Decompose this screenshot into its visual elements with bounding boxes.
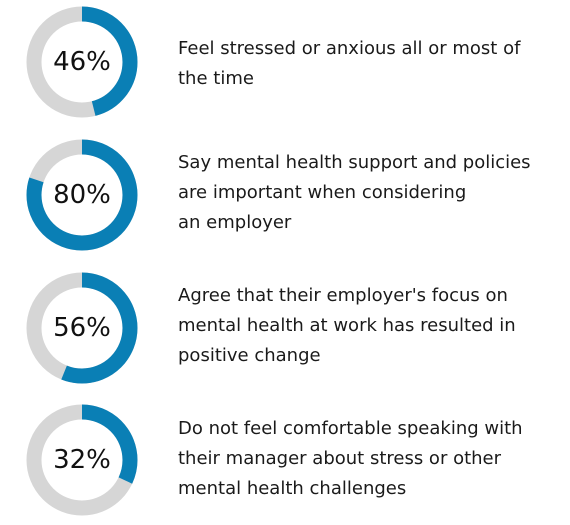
percent-label: 32%: [53, 445, 111, 475]
description-line: Agree that their employer's focus on: [178, 285, 508, 306]
donut-value-arc: [26, 404, 138, 516]
stat-description: Feel stressed or anxious all or most of …: [178, 34, 548, 94]
donut-chart: 56%: [24, 270, 140, 386]
donut-chart: 32%: [24, 402, 140, 518]
description-line: their manager about stress or other: [178, 448, 502, 469]
donut-chart: 80%: [24, 137, 140, 253]
description-line: Do not feel comfortable speaking with: [178, 418, 523, 439]
donut-svg: [26, 6, 138, 118]
donut-value-arc: [26, 139, 138, 251]
description-line: are important when considering: [178, 182, 467, 203]
stat-row: 46% Feel stressed or anxious all or most…: [0, 4, 570, 124]
stat-row: 56% Agree that their employer's focus on…: [0, 270, 570, 390]
stat-row: 80% Say mental health support and polici…: [0, 137, 570, 257]
description-line: Feel stressed or anxious all or most of: [178, 38, 521, 59]
description-line: positive change: [178, 345, 321, 366]
percent-label: 56%: [53, 313, 111, 343]
stat-description: Say mental health support and policies a…: [178, 148, 548, 238]
description-line: the time: [178, 68, 254, 89]
donut-chart: 46%: [24, 4, 140, 120]
donut-value-arc: [26, 6, 138, 118]
description-line: Say mental health support and policies: [178, 152, 531, 173]
stat-description: Agree that their employer's focus on men…: [178, 281, 548, 371]
percent-label: 80%: [53, 180, 111, 210]
description-line: mental health at work has resulted in: [178, 315, 516, 336]
donut-svg: [26, 404, 138, 516]
donut-value-arc: [26, 272, 138, 384]
stat-description: Do not feel comfortable speaking with th…: [178, 414, 548, 504]
description-line: mental health challenges: [178, 478, 407, 499]
donut-svg: [26, 272, 138, 384]
description-line: an employer: [178, 212, 292, 233]
percent-label: 46%: [53, 47, 111, 77]
stat-row: 32% Do not feel comfortable speaking wit…: [0, 402, 570, 522]
donut-svg: [26, 139, 138, 251]
